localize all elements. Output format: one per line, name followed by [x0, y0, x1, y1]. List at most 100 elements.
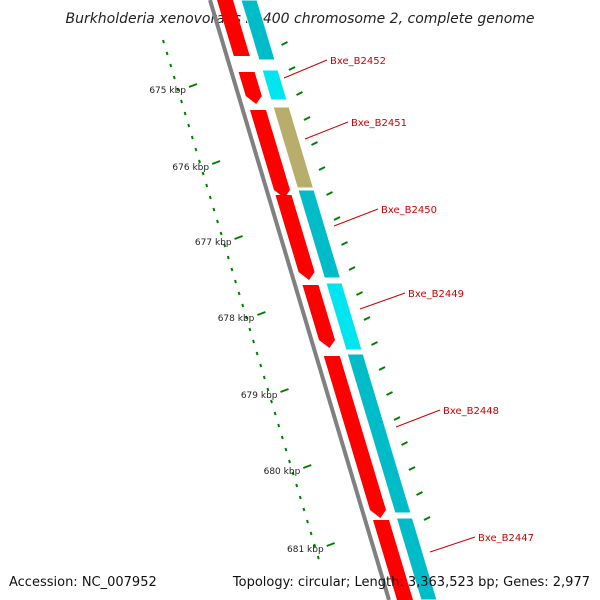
- genome-summary-text: Topology: circular; Length: 3,363,523 bp…: [232, 575, 590, 590]
- ruler-dot: [248, 327, 252, 332]
- track-tick: [378, 366, 386, 371]
- ruler-dot: [169, 63, 173, 68]
- accession-text: Accession: NC_007952: [9, 575, 157, 590]
- ruler-dot: [306, 519, 309, 524]
- gene-label: Bxe_B2448: [443, 406, 499, 417]
- ruler-major-tick: [234, 235, 243, 240]
- gene-box: [395, 517, 438, 600]
- gene-track: [240, 0, 438, 600]
- ruler-dot: [230, 267, 234, 272]
- ruler-tick-label: 681 kbp: [287, 545, 324, 555]
- gene-leader-line: [304, 121, 349, 140]
- ruler-dot: [172, 75, 176, 80]
- backbone-line: [208, 0, 391, 600]
- track-tick: [341, 241, 348, 246]
- ruler-dot: [187, 123, 191, 128]
- map-title: Burkholderia xenovorans LB400 chromosome…: [65, 11, 534, 27]
- gene-box: [325, 282, 363, 351]
- ruler-dot: [201, 171, 205, 176]
- track-tick: [288, 66, 296, 71]
- ruler-dot: [241, 303, 245, 308]
- ruler-dot: [234, 279, 237, 284]
- track-tick: [348, 266, 356, 271]
- ruler-major-tick: [302, 464, 312, 469]
- track-tick: [416, 491, 423, 496]
- ruler-dot: [183, 111, 187, 116]
- ruler-dot: [313, 543, 317, 548]
- gene-label: Bxe_B2449: [408, 289, 464, 300]
- ruler-tick-label: 679 kbp: [241, 391, 278, 401]
- cds-arrow: [302, 285, 335, 348]
- gene-label: Bxe_B2451: [351, 118, 407, 129]
- ruler-dot: [252, 339, 255, 344]
- track-tick: [311, 141, 318, 146]
- ruler-tick-label: 678 kbp: [218, 314, 255, 324]
- gene-leader-line: [359, 292, 406, 310]
- ruler-tick-label: 676 kbp: [172, 163, 209, 173]
- cds-arrow: [275, 195, 315, 280]
- ruler-dot: [208, 195, 212, 200]
- track-tick: [393, 416, 401, 421]
- ruler-dot: [273, 411, 277, 416]
- cds-arrow: [373, 520, 413, 600]
- ruler-dot: [205, 183, 209, 188]
- ruler-dot: [280, 435, 284, 440]
- ruler-dot: [216, 219, 219, 224]
- ruler-dot: [266, 387, 270, 392]
- ruler-dot: [291, 471, 295, 476]
- gene-leader-line: [429, 536, 476, 553]
- ruler-tick-label: 680 kbp: [264, 467, 301, 477]
- ruler-dot: [219, 231, 223, 236]
- gene-label: Bxe_B2447: [478, 533, 534, 544]
- track-tick: [423, 516, 431, 521]
- gene-labels: Bxe_B2452 Bxe_B2451 Bxe_B2450 Bxe_B2449 Bxe_…: [283, 56, 534, 553]
- ruler-dot: [270, 399, 273, 404]
- cds-track: [217, 0, 413, 600]
- gene-leader-line: [333, 208, 379, 227]
- ruler-dot: [223, 243, 227, 248]
- gene-box: [346, 353, 412, 514]
- track-tick: [296, 91, 303, 96]
- ruler-dot: [198, 159, 201, 164]
- ruler-dot: [262, 375, 266, 380]
- cds-arrow: [217, 0, 250, 56]
- track-tick: [408, 466, 416, 471]
- gene-label: Bxe_B2452: [330, 56, 386, 67]
- ruler-dot: [226, 255, 230, 260]
- ruler-dot: [288, 459, 291, 464]
- track-tick: [401, 441, 408, 446]
- kbp-ruler: 675 kbp 676 kbp 677 kbp 678 kbp 679 kbp 680 k…: [149, 39, 336, 560]
- ruler-dot: [284, 447, 288, 452]
- backbone-track: [208, 0, 391, 600]
- track-tick: [281, 41, 288, 46]
- ruler-dot: [237, 291, 241, 296]
- ruler-dot: [194, 147, 198, 152]
- ruler-dot: [244, 315, 248, 320]
- ruler-dot: [255, 351, 259, 356]
- track-tick: [318, 166, 326, 171]
- ruler-major-tick: [188, 83, 198, 88]
- ruler-dot: [295, 483, 299, 488]
- ruler-dot: [180, 99, 183, 104]
- gene-leader-line: [283, 59, 328, 79]
- ruler-dot: [212, 207, 216, 212]
- ruler-dot: [298, 495, 302, 500]
- gene-box: [240, 0, 276, 61]
- track-tick: [333, 216, 341, 221]
- ruler-tick-label: 677 kbp: [195, 238, 232, 248]
- gene-box: [297, 189, 342, 279]
- ruler-major-tick: [211, 160, 221, 165]
- track-tick: [356, 291, 363, 296]
- ruler-dot: [165, 51, 169, 56]
- track-tick: [363, 316, 371, 321]
- track-tick: [303, 116, 311, 121]
- ruler-dot: [277, 423, 281, 428]
- ruler-major-tick: [280, 388, 289, 393]
- ruler-dot: [309, 531, 313, 536]
- track-tick: [371, 341, 378, 346]
- ruler-dot: [316, 555, 320, 560]
- ruler-dot: [190, 135, 194, 140]
- cds-arrow: [250, 110, 290, 198]
- ruler-dot: [162, 39, 165, 44]
